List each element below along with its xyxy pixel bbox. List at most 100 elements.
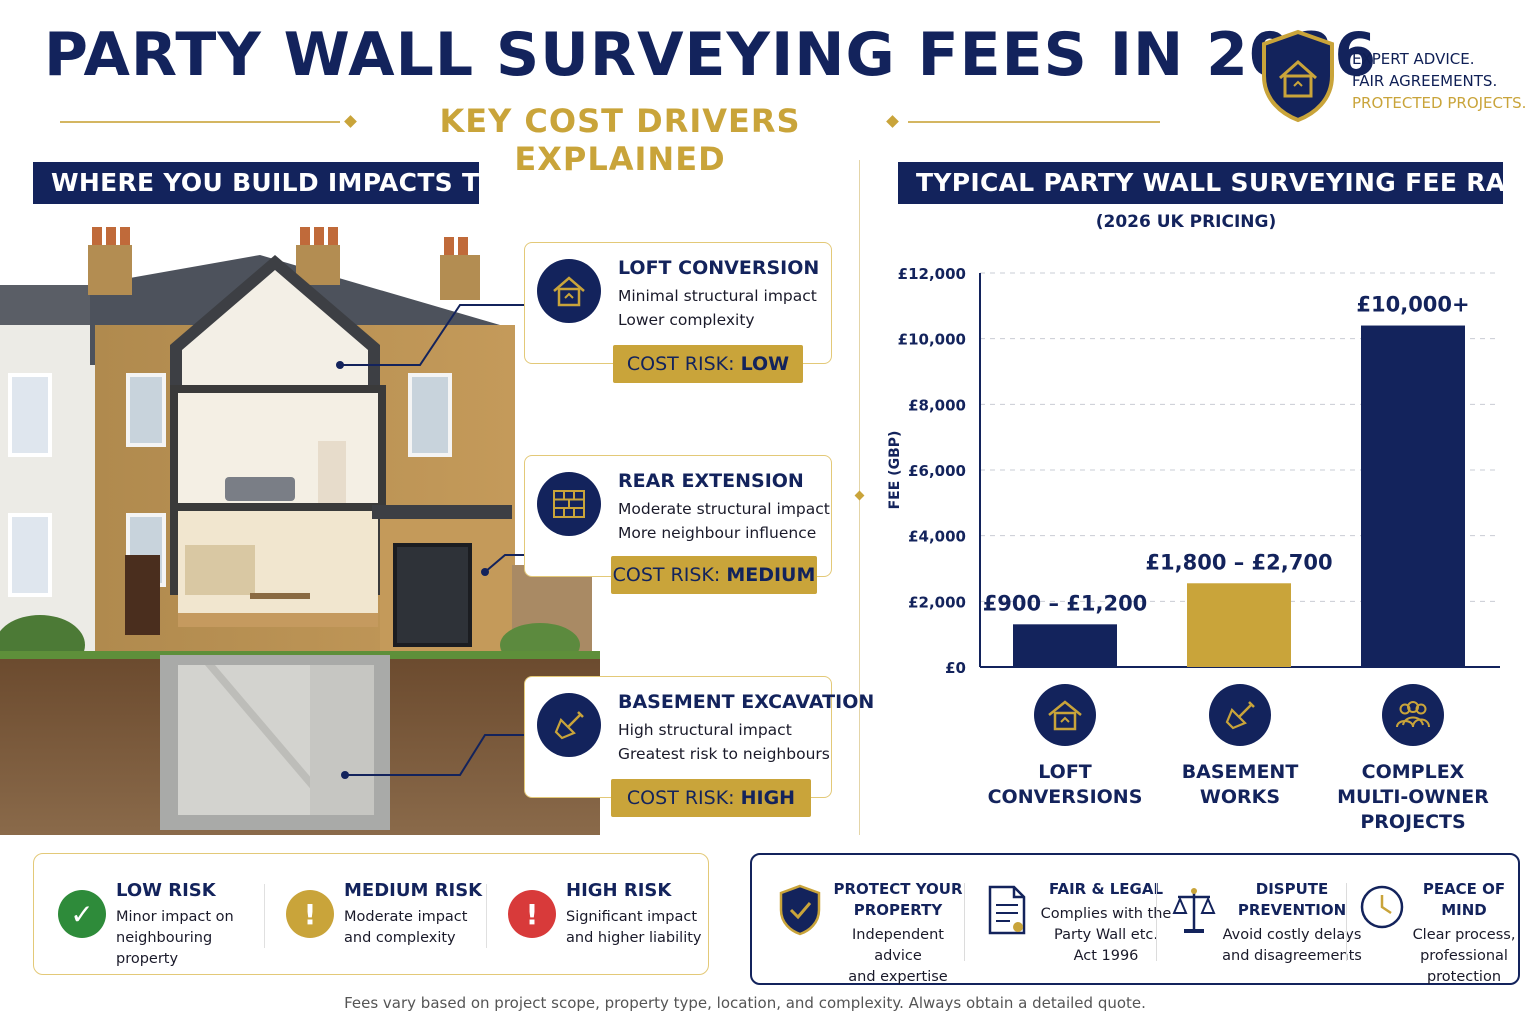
benefit-desc: Clear process, <box>1412 927 1516 943</box>
brand-line-1: EXPERT ADVICE. <box>1352 50 1475 68</box>
footnote: Fees vary based on project scope, proper… <box>344 994 1146 1012</box>
risk-level: LOW <box>740 353 790 375</box>
risk-item-low: ✓ LOW RISK Minor impact on neighbouring p… <box>58 880 278 967</box>
divider <box>1346 883 1347 961</box>
risk-level: HIGH <box>740 787 796 809</box>
cost-risk-badge: COST RISK: MEDIUM <box>611 556 817 594</box>
house-icon <box>1034 684 1096 746</box>
risk-item-medium: ! MEDIUM RISK Moderate impact and complex… <box>286 880 506 950</box>
risk-desc: Moderate impact and complexity <box>344 909 468 946</box>
risk-title: LOW RISK <box>116 880 216 901</box>
risk-title: HIGH RISK <box>566 880 672 901</box>
card-line-2: Lower complexity <box>618 311 755 329</box>
shovel-icon <box>1209 684 1271 746</box>
risk-prefix: COST RISK: <box>612 564 727 586</box>
left-section-heading: WHERE YOU BUILD IMPACTS THE COST <box>33 162 603 204</box>
category-complex-multi-owner-projects: COMPLEX MULTI-OWNER PROJECTS <box>1333 684 1493 835</box>
scales-icon <box>1172 888 1216 933</box>
card-line-2: More neighbour influence <box>618 524 817 542</box>
card-line-1: Moderate structural impact <box>618 500 830 518</box>
page-subtitle: KEY COST DRIVERS EXPLAINED <box>439 102 801 178</box>
benefit-dispute-prevention: DISPUTE PREVENTION Avoid costly delays and… <box>1170 879 1362 969</box>
risk-desc: Minor impact on neighbouring property <box>116 909 234 967</box>
category-basement-works: BASEMENT WORKS <box>1160 684 1320 810</box>
benefit-protect-property: PROTECT YOUR PROPERTY Independent advice a… <box>776 879 966 985</box>
shield-house-logo-icon <box>1262 29 1334 123</box>
risk-level: MEDIUM <box>726 564 816 586</box>
shield-check-icon <box>779 884 821 936</box>
risk-desc: Significant impact and higher liability <box>566 909 702 946</box>
benefit-desc: Independent advice <box>852 927 944 964</box>
benefit-peace-of-mind: PEACE OF MIND Clear process, professional… <box>1358 879 1518 985</box>
card-title: LOFT CONVERSION <box>618 257 820 279</box>
y-tick-label: £4,000 <box>908 528 966 546</box>
category-label: LOFT CONVERSIONS <box>987 761 1143 808</box>
y-tick-label: £6,000 <box>908 462 966 480</box>
risk-legend-box: ✓ LOW RISK Minor impact on neighbouring p… <box>33 853 709 975</box>
risk-prefix: COST RISK: <box>626 787 741 809</box>
bar-value-label: £10,000+ <box>1356 293 1469 317</box>
category-label: BASEMENT WORKS <box>1181 761 1299 808</box>
card-title: REAR EXTENSION <box>618 470 804 492</box>
subtitle-row: KEY COST DRIVERS EXPLAINED <box>60 100 1160 178</box>
divider <box>1156 883 1157 961</box>
bar <box>1361 325 1465 667</box>
benefit-desc: Complies with the <box>1040 906 1172 922</box>
page-title: PARTY WALL SURVEYING FEES IN 2026 <box>44 20 1378 90</box>
rear-extension-card: REAR EXTENSION Moderate structural impac… <box>524 455 832 594</box>
y-axis-label: FEE (GBP) <box>887 431 903 510</box>
exclamation-icon: ! <box>508 890 556 938</box>
risk-prefix: COST RISK: <box>626 353 741 375</box>
divider <box>964 883 965 961</box>
exclamation-icon: ! <box>286 890 334 938</box>
people-group-icon <box>1382 684 1444 746</box>
benefit-title: DISPUTE <box>1255 880 1329 898</box>
check-icon: ✓ <box>58 890 106 938</box>
card-line-1: Minimal structural impact <box>618 287 817 305</box>
document-icon <box>988 885 1026 935</box>
card-title: BASEMENT EXCAVATION <box>618 691 875 713</box>
benefit-title: PROTECT YOUR <box>833 880 963 898</box>
house-icon <box>537 259 601 323</box>
right-section-heading: TYPICAL PARTY WALL SURVEYING FEE RANGES <box>898 162 1536 204</box>
brand-line-3: PROTECTED PROJECTS. <box>1352 94 1527 112</box>
shovel-icon <box>537 693 601 757</box>
risk-item-high: ! HIGH RISK Significant impact and higher… <box>508 880 728 950</box>
bar <box>1013 624 1117 667</box>
subtitle-diamond-left <box>344 115 357 128</box>
category-label: COMPLEX MULTI-OWNER PROJECTS <box>1337 761 1489 833</box>
y-tick-label: £2,000 <box>908 593 966 611</box>
risk-title: MEDIUM RISK <box>344 880 483 901</box>
subtitle-rule-left <box>60 121 340 123</box>
brick-wall-icon <box>537 472 601 536</box>
y-tick-label: £10,000 <box>898 331 966 349</box>
pricing-note: (2026 UK PRICING) <box>1095 212 1277 232</box>
brand-line-2: FAIR AGREEMENTS. <box>1352 72 1498 90</box>
brand-block: EXPERT ADVICE. FAIR AGREEMENTS. PROTECTE… <box>1258 28 1528 128</box>
bar-value-label: £900 – £1,200 <box>983 591 1148 615</box>
benefit-title: PEACE OF MIND <box>1422 880 1506 919</box>
y-tick-label: £0 <box>945 659 966 677</box>
clock-icon <box>1360 885 1404 929</box>
bar-value-label: £1,800 – £2,700 <box>1145 550 1332 574</box>
subtitle-rule-right <box>908 121 1160 123</box>
cost-risk-badge: COST RISK: HIGH <box>611 779 811 817</box>
divider-diamond <box>854 490 865 501</box>
card-line-2: Greatest risk to neighbours <box>618 745 830 763</box>
subtitle-diamond-right <box>886 115 899 128</box>
benefits-box: PROTECT YOUR PROPERTY Independent advice a… <box>750 853 1520 985</box>
bar <box>1187 583 1291 667</box>
y-tick-label: £12,000 <box>898 265 966 283</box>
category-loft-conversions: LOFT CONVERSIONS <box>985 684 1145 810</box>
house-cutaway-illustration <box>0 227 600 835</box>
card-line-1: High structural impact <box>618 721 792 739</box>
basement-excavation-card: BASEMENT EXCAVATION High structural impa… <box>524 676 874 817</box>
fee-range-bar-chart: £0 £2,000 £4,000 £6,000 £8,000 £10,000 £12,000… <box>887 265 1500 677</box>
cost-risk-badge: COST RISK: LOW <box>613 345 803 383</box>
y-tick-label: £8,000 <box>908 396 966 414</box>
benefit-title: FAIR & LEGAL <box>1048 880 1164 898</box>
divider <box>264 884 265 948</box>
benefit-fair-legal: FAIR & LEGAL Complies with the Party Wall… <box>984 879 1171 969</box>
divider <box>486 884 487 948</box>
benefit-desc: Avoid costly delays <box>1222 927 1362 943</box>
